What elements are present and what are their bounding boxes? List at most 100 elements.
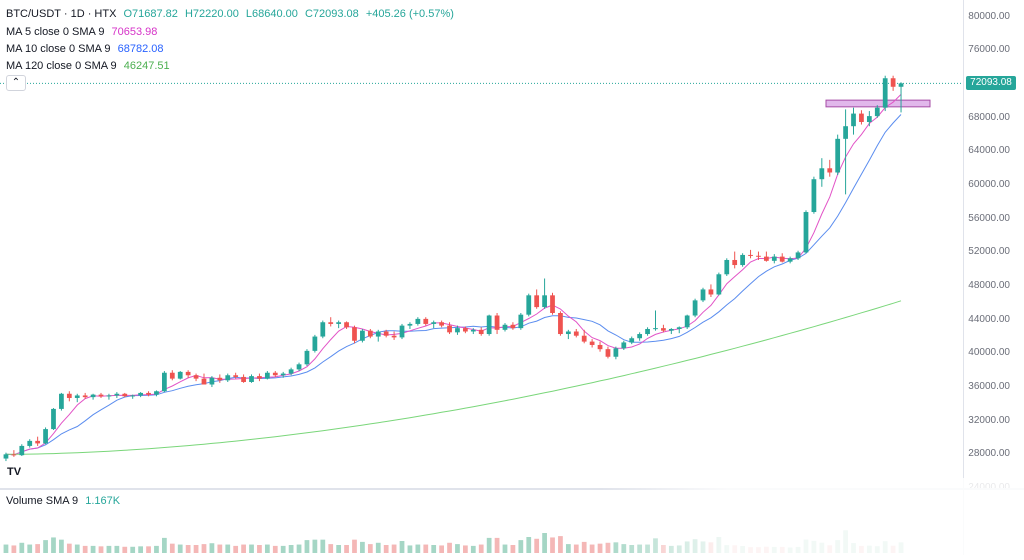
candle-body bbox=[43, 429, 48, 444]
chevron-up-icon[interactable]: ⌃ bbox=[6, 75, 26, 91]
volume-bar bbox=[573, 544, 579, 553]
fade-overlay bbox=[600, 478, 1024, 555]
candle-body bbox=[209, 377, 215, 385]
volume-bar bbox=[264, 544, 270, 553]
volume-bar bbox=[367, 544, 373, 553]
indicator-label: MA 10 close 0 SMA 9 bbox=[6, 43, 111, 55]
indicator-value: 68782.08 bbox=[117, 43, 164, 55]
candle-body bbox=[98, 394, 104, 397]
volume-bar bbox=[550, 537, 555, 553]
candle-body bbox=[431, 322, 437, 324]
candle-body bbox=[589, 341, 595, 345]
volume-legend[interactable]: Volume SMA 9 1.167K bbox=[6, 495, 120, 507]
candle-body bbox=[162, 372, 167, 392]
price-axis-label: 40000.00 bbox=[968, 347, 1010, 359]
symbol-title[interactable]: BTC/USDT · 1D · HTX bbox=[6, 8, 117, 20]
volume-bar bbox=[431, 545, 437, 553]
symbol-legend: BTC/USDT · 1D · HTX O71687.82 H72220.00 … bbox=[6, 7, 458, 21]
candle-body bbox=[700, 289, 706, 301]
indicator-ma10[interactable]: MA 10 close 0 SMA 9 68782.08 bbox=[6, 42, 164, 56]
candle-body bbox=[716, 274, 722, 295]
candle-body bbox=[605, 349, 611, 357]
candle-body bbox=[882, 78, 888, 108]
candle-body bbox=[708, 289, 714, 295]
tradingview-logo[interactable]: TV bbox=[7, 466, 22, 478]
candle-body bbox=[795, 252, 801, 259]
candle-body bbox=[597, 344, 603, 350]
candle-body bbox=[375, 331, 381, 337]
candle-body bbox=[478, 329, 484, 335]
price-axis-label: 36000.00 bbox=[968, 381, 1010, 393]
candle-body bbox=[827, 168, 833, 173]
candle-body bbox=[383, 331, 389, 336]
volume-bar bbox=[272, 545, 278, 553]
volume-bar bbox=[201, 544, 207, 553]
candle-body bbox=[748, 254, 753, 256]
candle-body bbox=[264, 372, 270, 379]
price-axis-label: 52000.00 bbox=[968, 246, 1010, 258]
candle-body bbox=[344, 322, 349, 328]
volume-bar bbox=[360, 541, 365, 553]
volume-bar bbox=[59, 539, 64, 553]
volume-bar bbox=[11, 545, 17, 553]
candle-body bbox=[803, 212, 809, 253]
volume-bar bbox=[74, 544, 80, 553]
indicator-ma120[interactable]: MA 120 close 0 SMA 9 46247.51 bbox=[6, 59, 170, 73]
candle-body bbox=[225, 375, 231, 381]
volume-value: 1.167K bbox=[85, 495, 121, 507]
indicator-ma5[interactable]: MA 5 close 0 SMA 9 70653.98 bbox=[6, 25, 157, 39]
candle-body bbox=[676, 327, 682, 329]
candle-body bbox=[470, 329, 476, 332]
volume-bar bbox=[534, 538, 540, 553]
price-axis-label: 48000.00 bbox=[968, 280, 1010, 292]
candle-body bbox=[399, 325, 405, 338]
candle-body bbox=[764, 256, 769, 261]
candle-body bbox=[122, 393, 128, 397]
volume-bar bbox=[193, 545, 199, 553]
volume-bar bbox=[518, 540, 524, 553]
volume-bar bbox=[463, 545, 468, 553]
candle-body bbox=[241, 376, 246, 382]
candle-body bbox=[455, 328, 460, 333]
volume-bar bbox=[154, 545, 159, 553]
volume-bar bbox=[352, 539, 357, 553]
candle-body bbox=[463, 328, 468, 332]
candle-body bbox=[534, 295, 540, 308]
candle-body bbox=[90, 394, 96, 398]
volume-bar bbox=[106, 545, 112, 553]
candle-body bbox=[811, 179, 817, 213]
ma5-line bbox=[5, 94, 902, 456]
pane-divider[interactable] bbox=[0, 488, 1024, 490]
candle-body bbox=[494, 315, 500, 330]
volume-bar bbox=[162, 537, 167, 553]
price-axis-line bbox=[963, 0, 964, 555]
volume-bar bbox=[114, 545, 120, 553]
candle-body bbox=[518, 314, 524, 329]
volume-bar bbox=[542, 533, 547, 553]
volume-bar bbox=[169, 543, 175, 553]
volume-bar bbox=[130, 546, 136, 553]
volume-bar bbox=[344, 545, 349, 553]
volume-bar bbox=[415, 544, 421, 553]
candle-body bbox=[288, 369, 294, 374]
volume-bar bbox=[146, 546, 151, 553]
candle-body bbox=[756, 255, 761, 257]
drawn-zone-rect bbox=[825, 99, 931, 108]
ohlc-open: O71687.82 bbox=[123, 8, 178, 20]
candle-body bbox=[138, 392, 143, 396]
candle-body bbox=[185, 371, 191, 376]
candle-body bbox=[312, 336, 318, 351]
price-axis-label: 80000.00 bbox=[968, 10, 1010, 22]
candle-body bbox=[439, 322, 444, 326]
candle-body bbox=[558, 312, 563, 335]
volume-bar bbox=[455, 544, 460, 553]
candle-body bbox=[146, 392, 151, 395]
volume-bar bbox=[439, 545, 444, 553]
indicator-label: MA 120 close 0 SMA 9 bbox=[6, 60, 117, 72]
volume-bar bbox=[225, 544, 231, 553]
volume-bar bbox=[470, 545, 476, 553]
price-axis-label: 56000.00 bbox=[968, 212, 1010, 224]
volume-bar bbox=[510, 545, 516, 553]
